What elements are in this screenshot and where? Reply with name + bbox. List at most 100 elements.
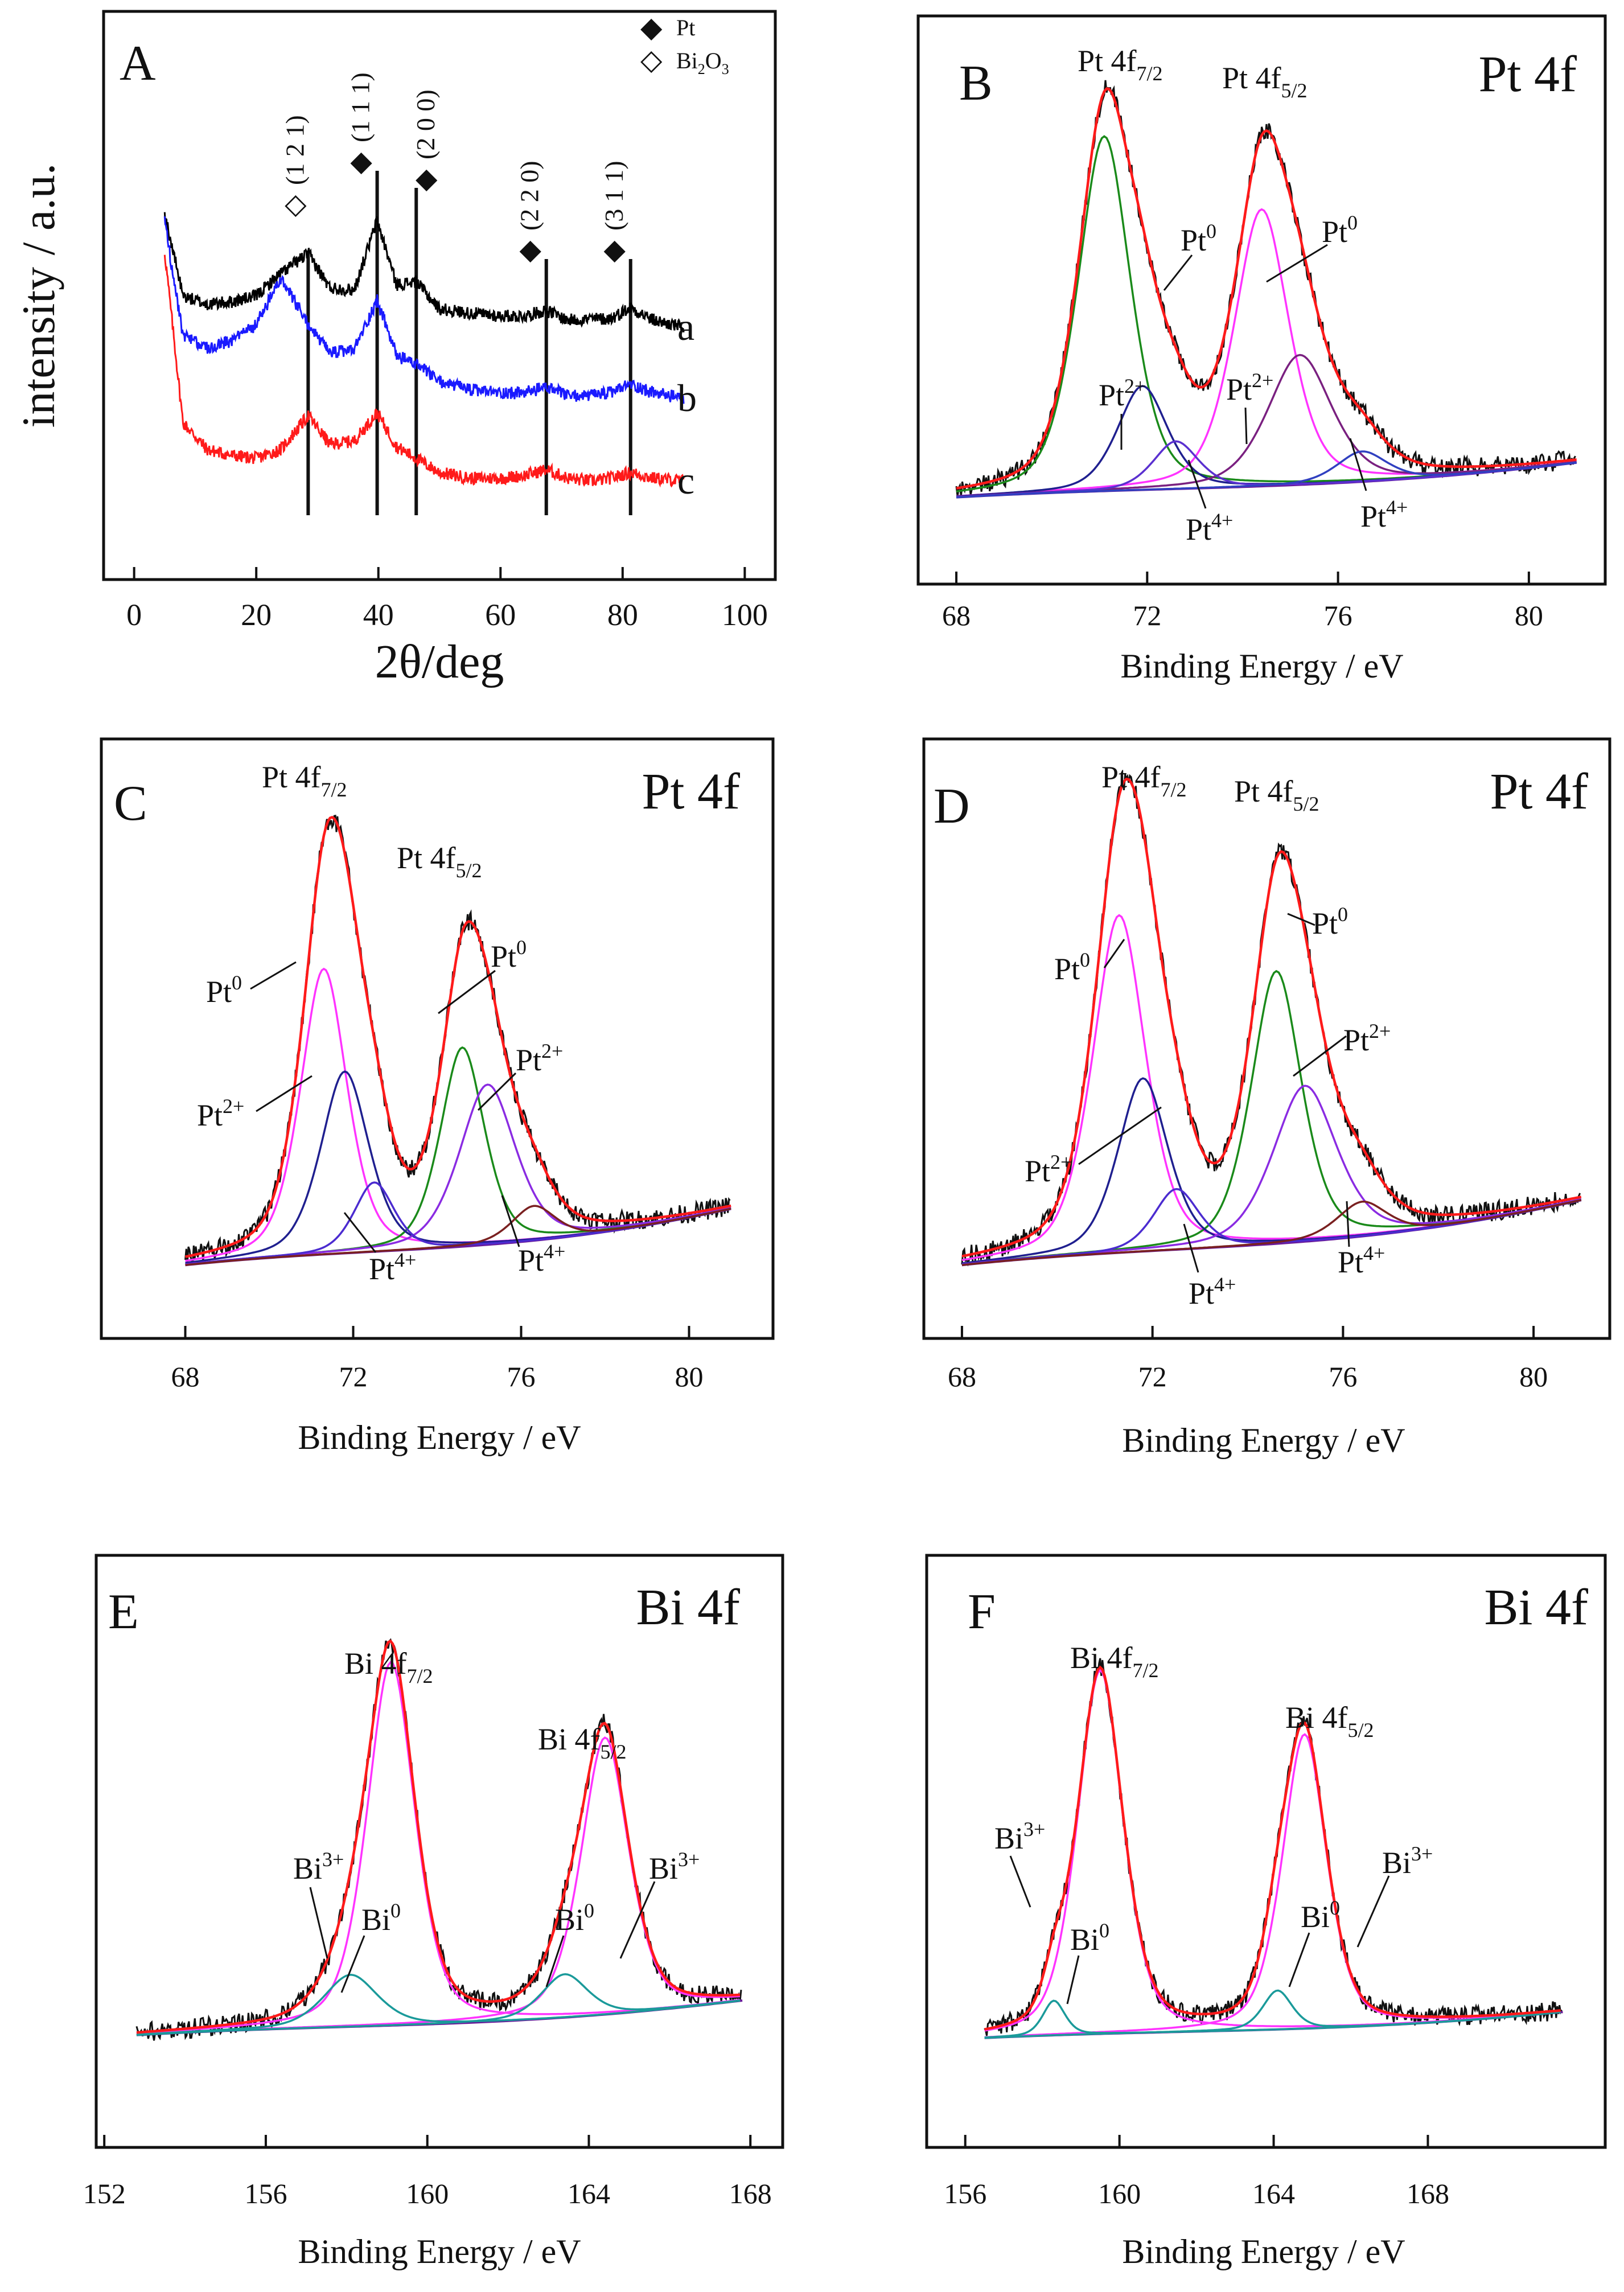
panel-b-x-label: Binding Energy / eV xyxy=(1120,647,1403,685)
panel-b-pt0-label-2: Pt0 xyxy=(1322,211,1358,249)
panel-a-x-label: 2θ/deg xyxy=(375,635,504,688)
panel-d-curves xyxy=(961,774,1582,1267)
panel-f-peak-label-5-2: Bi 4f5/2 xyxy=(1285,1700,1374,1741)
panel-f-bi3-label-1: Bi3+ xyxy=(994,1818,1045,1855)
component-peak-line xyxy=(185,1070,731,1264)
x-tick-label: 160 xyxy=(1098,2178,1141,2209)
panel-b-title: B xyxy=(959,56,993,111)
panel-e-curves xyxy=(135,1638,743,2041)
component-peak-line xyxy=(956,450,1577,499)
x-tick-label: 76 xyxy=(1329,1361,1357,1393)
panel-e-bi3-label-1: Bi3+ xyxy=(293,1848,344,1886)
panel-e-frame xyxy=(94,1554,784,2149)
panel-b-pt2-label-1: Pt2+ xyxy=(1099,375,1146,412)
panel-d-pt2-label-1: Pt2+ xyxy=(1025,1151,1072,1188)
x-tick-label: 152 xyxy=(83,2178,126,2209)
panel-f-bi0-pointer-1 xyxy=(1066,1955,1080,2005)
panel-a-series: abc xyxy=(163,212,697,502)
panel-b-frame xyxy=(916,14,1607,586)
x-tick-label: 0 xyxy=(126,598,142,632)
panel-e-bi3-pointer-1 xyxy=(309,1887,328,1959)
component-peak-line xyxy=(136,1661,741,2035)
panel-d-pt2-pointer-1 xyxy=(1078,1106,1162,1165)
component-peak-line xyxy=(136,1974,741,2036)
panel-c-pt0-label-1: Pt0 xyxy=(206,971,242,1009)
raw-spectrum-line xyxy=(961,774,1581,1267)
panel-d-pt4-label-1: Pt4+ xyxy=(1189,1273,1236,1311)
panel-a-frame xyxy=(102,10,777,581)
panel-e-peak-label-7-2: Bi 4f7/2 xyxy=(344,1646,433,1687)
panel-f-title: F xyxy=(968,1584,996,1640)
raw-spectrum-line xyxy=(955,80,1576,498)
panel-a-y-label: intensity / a.u. xyxy=(13,163,64,428)
x-tick-label: 164 xyxy=(568,2178,610,2209)
panel-a-xrd-chart: abc 0 20 40 60 80 100 ◇ (1 2 1) ◆ (1 1 1) ◆ (2 0 0… xyxy=(13,10,777,688)
panel-e-bi3-pointer-2 xyxy=(619,1881,656,1959)
component-peak-line xyxy=(961,1085,1582,1266)
peak-marker: ◆ xyxy=(604,233,626,265)
x-tick-label: 156 xyxy=(944,2178,986,2209)
x-tick-label: 164 xyxy=(1252,2178,1295,2209)
x-tick-label: 80 xyxy=(1515,599,1543,631)
panel-d-pt0-label-2: Pt0 xyxy=(1312,903,1348,940)
panel-d-pt4-label-2: Pt4+ xyxy=(1338,1242,1385,1279)
raw-spectrum-line xyxy=(184,815,731,1264)
x-tick-label: 68 xyxy=(942,599,971,631)
panel-d-spectrum-label: Pt 4f xyxy=(1490,763,1588,820)
panel-f-curves xyxy=(984,1658,1563,2039)
panel-c-pt2-pointer-2 xyxy=(477,1072,517,1111)
panel-c-x-ticks: 68 72 76 80 xyxy=(171,1326,704,1393)
peak-marker: ◇ xyxy=(285,188,307,220)
panel-f-bi3-label-2: Bi3+ xyxy=(1382,1842,1433,1880)
envelope-fit-line xyxy=(984,1665,1561,2031)
panel-c-peak-label-7-2: Pt 4f7/2 xyxy=(262,760,347,801)
panel-c-peak-label-5-2: Pt 4f5/2 xyxy=(397,841,482,882)
panel-f-bi0-label-2: Bi0 xyxy=(1301,1896,1340,1934)
component-peak-line xyxy=(961,1199,1582,1266)
panel-c-spectrum-label: Pt 4f xyxy=(642,763,740,820)
panel-c-title: C xyxy=(114,776,147,831)
legend-pt-label: Pt xyxy=(676,15,695,40)
panel-d-title: D xyxy=(934,779,970,834)
hkl-label: (1 2 1) xyxy=(280,115,309,185)
panel-c-pt2-pointer-1 xyxy=(256,1075,313,1112)
panel-e-bi0-label-2: Bi0 xyxy=(555,1899,594,1937)
raw-spectrum-line xyxy=(984,1658,1563,2036)
panel-c-frame xyxy=(100,737,775,1340)
panel-e-x-label: Binding Energy / eV xyxy=(298,2233,581,2270)
panel-b-peak-label-7-2: Pt 4f7/2 xyxy=(1078,44,1163,85)
panel-e-title: E xyxy=(108,1584,139,1640)
panel-b-peak-label-5-2: Pt 4f5/2 xyxy=(1222,61,1308,102)
x-tick-label: 76 xyxy=(1324,599,1352,631)
panel-d-frame xyxy=(922,737,1611,1340)
panel-f-bi3-pointer-1 xyxy=(1009,1855,1031,1908)
panel-b-pt4-pointer-1 xyxy=(1187,459,1207,509)
panel-f-bi0-pointer-2 xyxy=(1288,1932,1310,1987)
panel-b-pt0-pointer-2 xyxy=(1266,244,1328,283)
panel-e-peak-label-5-2: Bi 4f5/2 xyxy=(538,1722,627,1763)
x-tick-label: 60 xyxy=(485,598,516,632)
x-tick-label: 72 xyxy=(1133,599,1161,631)
panel-d-pt2-pointer-2 xyxy=(1293,1035,1347,1077)
x-tick-label: 80 xyxy=(1519,1361,1548,1393)
envelope-fit-line xyxy=(956,87,1577,490)
component-peak-line xyxy=(956,135,1577,492)
x-tick-label: 68 xyxy=(171,1361,200,1393)
hkl-label: (2 2 0) xyxy=(515,161,544,231)
series-label: b xyxy=(677,376,697,420)
xrd-series-line xyxy=(163,254,685,488)
panel-d-pt4-pointer-2 xyxy=(1346,1201,1350,1247)
panel-f-spectrum-label: Bi 4f xyxy=(1484,1579,1588,1636)
panel-c-x-label: Binding Energy / eV xyxy=(298,1419,581,1456)
panel-b-pt4-pointer-2 xyxy=(1349,438,1367,491)
panel-d-pt2-label-2: Pt2+ xyxy=(1343,1020,1391,1057)
component-peak-line xyxy=(136,1973,741,2036)
x-tick-label: 156 xyxy=(244,2178,287,2209)
x-tick-label: 160 xyxy=(406,2178,449,2209)
panel-a-title: A xyxy=(120,36,156,91)
component-peak-line xyxy=(185,1083,731,1266)
panel-e-x-ticks: 152 156 160 164 168 xyxy=(83,2135,772,2209)
panel-b-pt4-label-2: Pt4+ xyxy=(1360,496,1408,533)
raw-spectrum-line xyxy=(135,1638,742,2041)
